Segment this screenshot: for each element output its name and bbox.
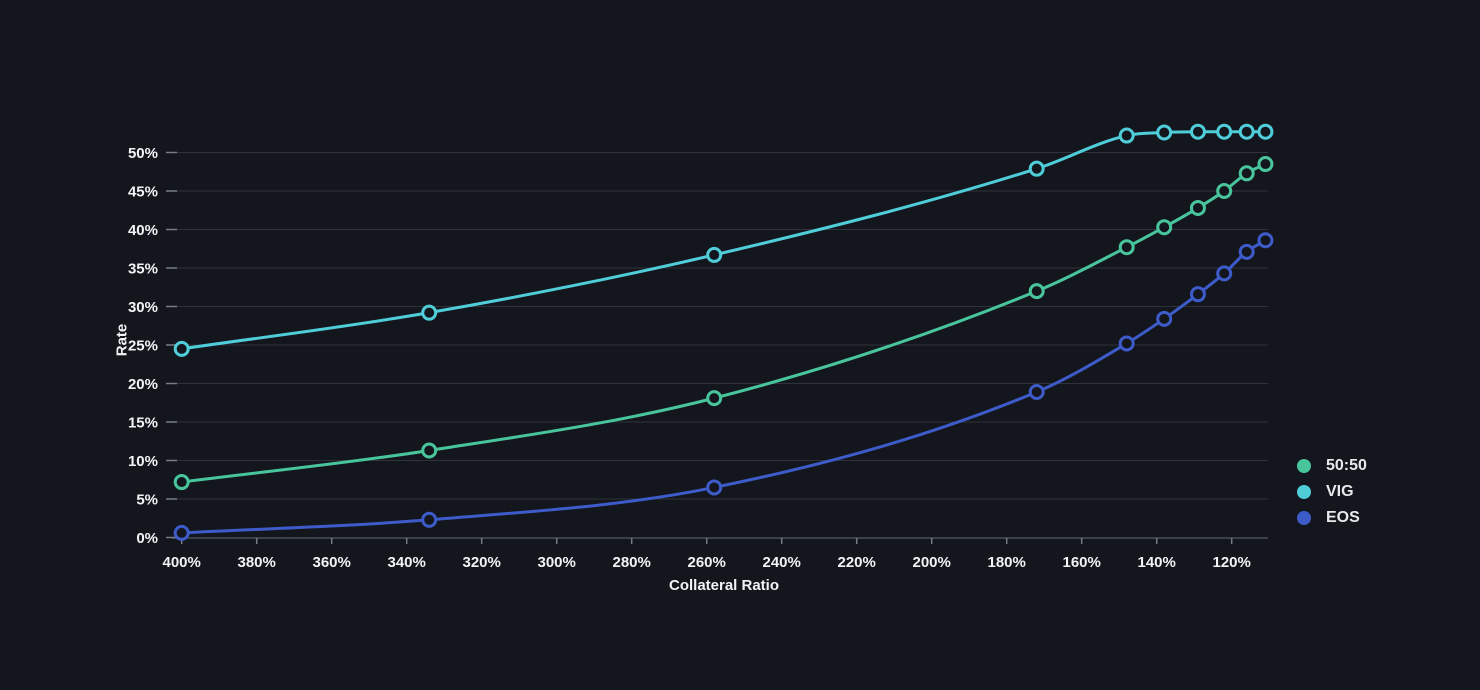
y-tick-label: 0%	[136, 530, 158, 547]
data-point-50-50	[173, 474, 190, 491]
data-point-eos	[1238, 243, 1255, 260]
legend-item-eos[interactable]: EOS	[1297, 509, 1367, 526]
series-line-eos	[180, 238, 1267, 535]
data-point-eos	[1189, 286, 1206, 303]
data-point-50-50	[1118, 239, 1135, 256]
x-tick-label: 400%	[163, 554, 201, 571]
data-point-vig	[1238, 123, 1255, 140]
x-tick-label: 340%	[388, 554, 426, 571]
data-point-vig	[1118, 127, 1135, 144]
data-point-50-50	[421, 442, 438, 459]
y-tick-label: 15%	[128, 415, 158, 432]
data-point-50-50	[1238, 165, 1255, 182]
chart-legend: 50:50 VIG EOS	[1297, 457, 1367, 526]
y-tick-label: 40%	[128, 222, 158, 239]
legend-item-50-50[interactable]: 50:50	[1297, 457, 1367, 474]
data-point-vig	[1189, 123, 1206, 140]
legend-swatch-icon	[1297, 510, 1311, 525]
x-axis-title: Collateral Ratio	[668, 577, 780, 594]
y-tick-label: 35%	[128, 261, 158, 278]
y-tick-label: 10%	[128, 453, 158, 470]
x-tick-label: 120%	[1213, 554, 1251, 571]
x-tick-label: 180%	[988, 554, 1026, 571]
series-line-vig	[180, 130, 1267, 351]
legend-swatch-icon	[1297, 458, 1311, 473]
x-tick-label: 360%	[313, 554, 351, 571]
data-point-eos	[1216, 265, 1233, 282]
y-tick-label: 20%	[128, 376, 158, 393]
data-point-vig	[421, 304, 438, 321]
data-point-50-50	[706, 390, 723, 407]
legend-swatch-icon	[1297, 484, 1311, 499]
x-tick-label: 380%	[238, 554, 276, 571]
data-point-eos	[173, 524, 190, 541]
x-tick-label: 140%	[1138, 554, 1176, 571]
x-tick-label: 240%	[763, 554, 801, 571]
data-point-eos	[706, 479, 723, 496]
x-tick-label: 220%	[838, 554, 876, 571]
legend-item-vig[interactable]: VIG	[1297, 483, 1367, 500]
data-point-vig	[173, 340, 190, 357]
data-point-eos	[1028, 383, 1045, 400]
data-point-vig	[1028, 160, 1045, 177]
x-tick-label: 280%	[613, 554, 651, 571]
y-axis-title: Rate	[113, 323, 131, 357]
data-point-eos	[421, 511, 438, 528]
y-tick-label: 50%	[128, 145, 158, 162]
data-point-vig	[1257, 123, 1274, 140]
data-point-50-50	[1216, 183, 1233, 199]
data-point-50-50	[1028, 283, 1045, 300]
x-tick-label: 300%	[538, 554, 576, 571]
data-point-50-50	[1156, 219, 1173, 236]
y-tick-label: 30%	[128, 299, 158, 316]
x-tick-label: 160%	[1063, 554, 1101, 571]
y-tick-label: 45%	[128, 184, 158, 201]
data-point-vig	[1216, 123, 1233, 140]
y-tick-label: 5%	[136, 492, 158, 509]
data-point-vig	[706, 246, 723, 263]
data-point-eos	[1156, 310, 1173, 327]
data-point-50-50	[1189, 199, 1206, 216]
x-tick-label: 320%	[463, 554, 501, 571]
legend-label: EOS	[1326, 509, 1360, 526]
legend-label: VIG	[1326, 483, 1354, 500]
x-tick-label: 200%	[913, 554, 951, 571]
data-point-vig	[1156, 124, 1173, 141]
data-point-50-50	[1257, 156, 1274, 173]
y-tick-label: 25%	[128, 338, 158, 355]
series-line-50-50	[180, 162, 1267, 484]
data-point-eos	[1118, 335, 1135, 352]
x-tick-label: 260%	[688, 554, 726, 571]
legend-label: 50:50	[1326, 457, 1367, 474]
data-point-eos	[1257, 232, 1274, 249]
